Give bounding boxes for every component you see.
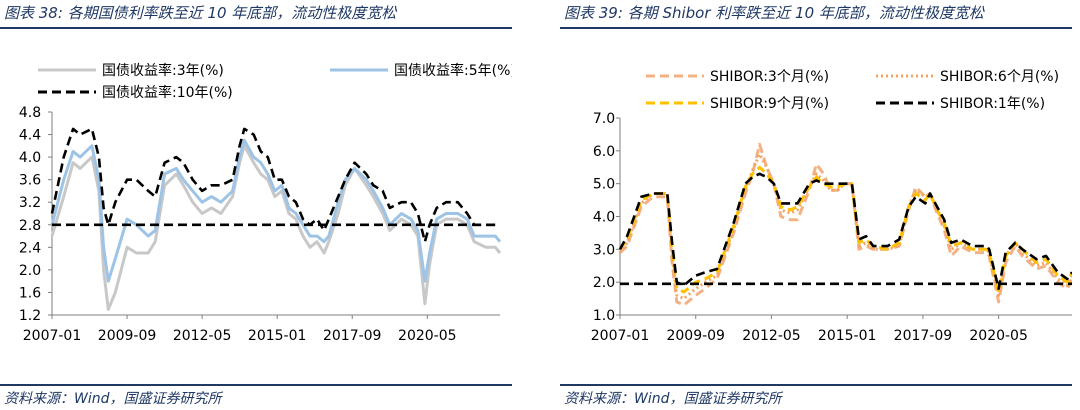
x-tick-label: 2015-01 bbox=[248, 328, 307, 344]
right-chart: 1.0 2.0 3.0 4.0 5.0 6.0 7.0 2007-01 2009-09 2012-… bbox=[591, 69, 1072, 344]
x-tick-label: 2012-05 bbox=[173, 328, 232, 344]
series-line-0 bbox=[618, 142, 1072, 307]
y-tick-label: 6.0 bbox=[593, 144, 615, 160]
x-tick-label: 2017-09 bbox=[323, 328, 382, 344]
x-tick-label: 2015-01 bbox=[818, 328, 877, 344]
legend-label: 国债收益率:5年(%) bbox=[394, 62, 512, 79]
series-line-2 bbox=[50, 127, 500, 243]
series-line-0 bbox=[50, 144, 502, 311]
legend-label: SHIBOR:9个月(%) bbox=[710, 96, 829, 112]
x-tick-label: 2007-01 bbox=[23, 328, 82, 344]
y-tick-label: 4.4 bbox=[19, 128, 41, 144]
y-tick-label: 3.6 bbox=[19, 173, 41, 189]
x-tick-label: 2009-09 bbox=[98, 328, 157, 344]
y-tick-label: 3.2 bbox=[19, 195, 41, 211]
x-tick-label: 2009-09 bbox=[666, 328, 725, 344]
y-tick-label: 4.0 bbox=[19, 150, 41, 166]
y-tick-label: 1.6 bbox=[19, 285, 41, 301]
left-source-rule bbox=[0, 384, 512, 386]
x-tick-label: 2020-05 bbox=[969, 328, 1027, 344]
series-line-1 bbox=[50, 138, 502, 283]
legend-label: 国债收益率:10年(%) bbox=[102, 84, 233, 101]
y-tick-label: 2.0 bbox=[593, 275, 615, 291]
y-tick-label: 1.2 bbox=[19, 308, 41, 324]
left-title-rule bbox=[0, 27, 512, 29]
y-tick-label: 3.0 bbox=[593, 242, 615, 258]
y-tick-label: 4.8 bbox=[19, 105, 41, 121]
y-tick-label: 2.8 bbox=[19, 218, 41, 234]
right-source-note: 资料来源：Wind，国盛证券研究所 bbox=[564, 391, 782, 407]
y-tick-label: 2.4 bbox=[19, 240, 41, 256]
legend-label: 国债收益率:3年(%) bbox=[102, 62, 224, 79]
y-tick-label: 1.0 bbox=[593, 308, 615, 324]
y-tick-label: 5.0 bbox=[593, 177, 615, 193]
y-tick-label: 2.0 bbox=[19, 263, 41, 279]
series-line-3 bbox=[618, 172, 1072, 291]
left-panel: 图表 38: 各期国债利率跌至近 10 年底部，流动性极度宽松 1.2 1.6 2.… bbox=[0, 0, 520, 410]
left-source-note: 资料来源：Wind，国盛证券研究所 bbox=[4, 391, 222, 407]
x-tick-label: 2012-05 bbox=[742, 328, 801, 344]
legend-label: SHIBOR:3个月(%) bbox=[710, 69, 829, 85]
left-chart: 1.2 1.6 2.0 2.4 2.8 3.2 3.6 4.0 4.4 4.8 2007-01 200… bbox=[19, 62, 512, 344]
legend-label: SHIBOR:6个月(%) bbox=[940, 69, 1059, 85]
y-tick-label: 4.0 bbox=[593, 210, 615, 226]
x-tick-label: 2007-01 bbox=[591, 328, 650, 344]
y-tick-label: 7.0 bbox=[593, 111, 615, 127]
right-source-rule bbox=[560, 384, 1072, 386]
left-chart-title: 图表 38: 各期国债利率跌至近 10 年底部，流动性极度宽松 bbox=[4, 4, 397, 22]
x-tick-label: 2020-05 bbox=[398, 328, 457, 344]
right-panel: 图表 39: 各期 Shibor 利率跌至近 10 年底部，流动性极度宽松 1.… bbox=[560, 0, 1080, 410]
x-tick-label: 2017-09 bbox=[894, 328, 953, 344]
right-chart-title: 图表 39: 各期 Shibor 利率跌至近 10 年底部，流动性极度宽松 bbox=[564, 4, 984, 22]
right-title-rule bbox=[560, 27, 1072, 29]
legend-label: SHIBOR:1年(%) bbox=[940, 96, 1045, 112]
